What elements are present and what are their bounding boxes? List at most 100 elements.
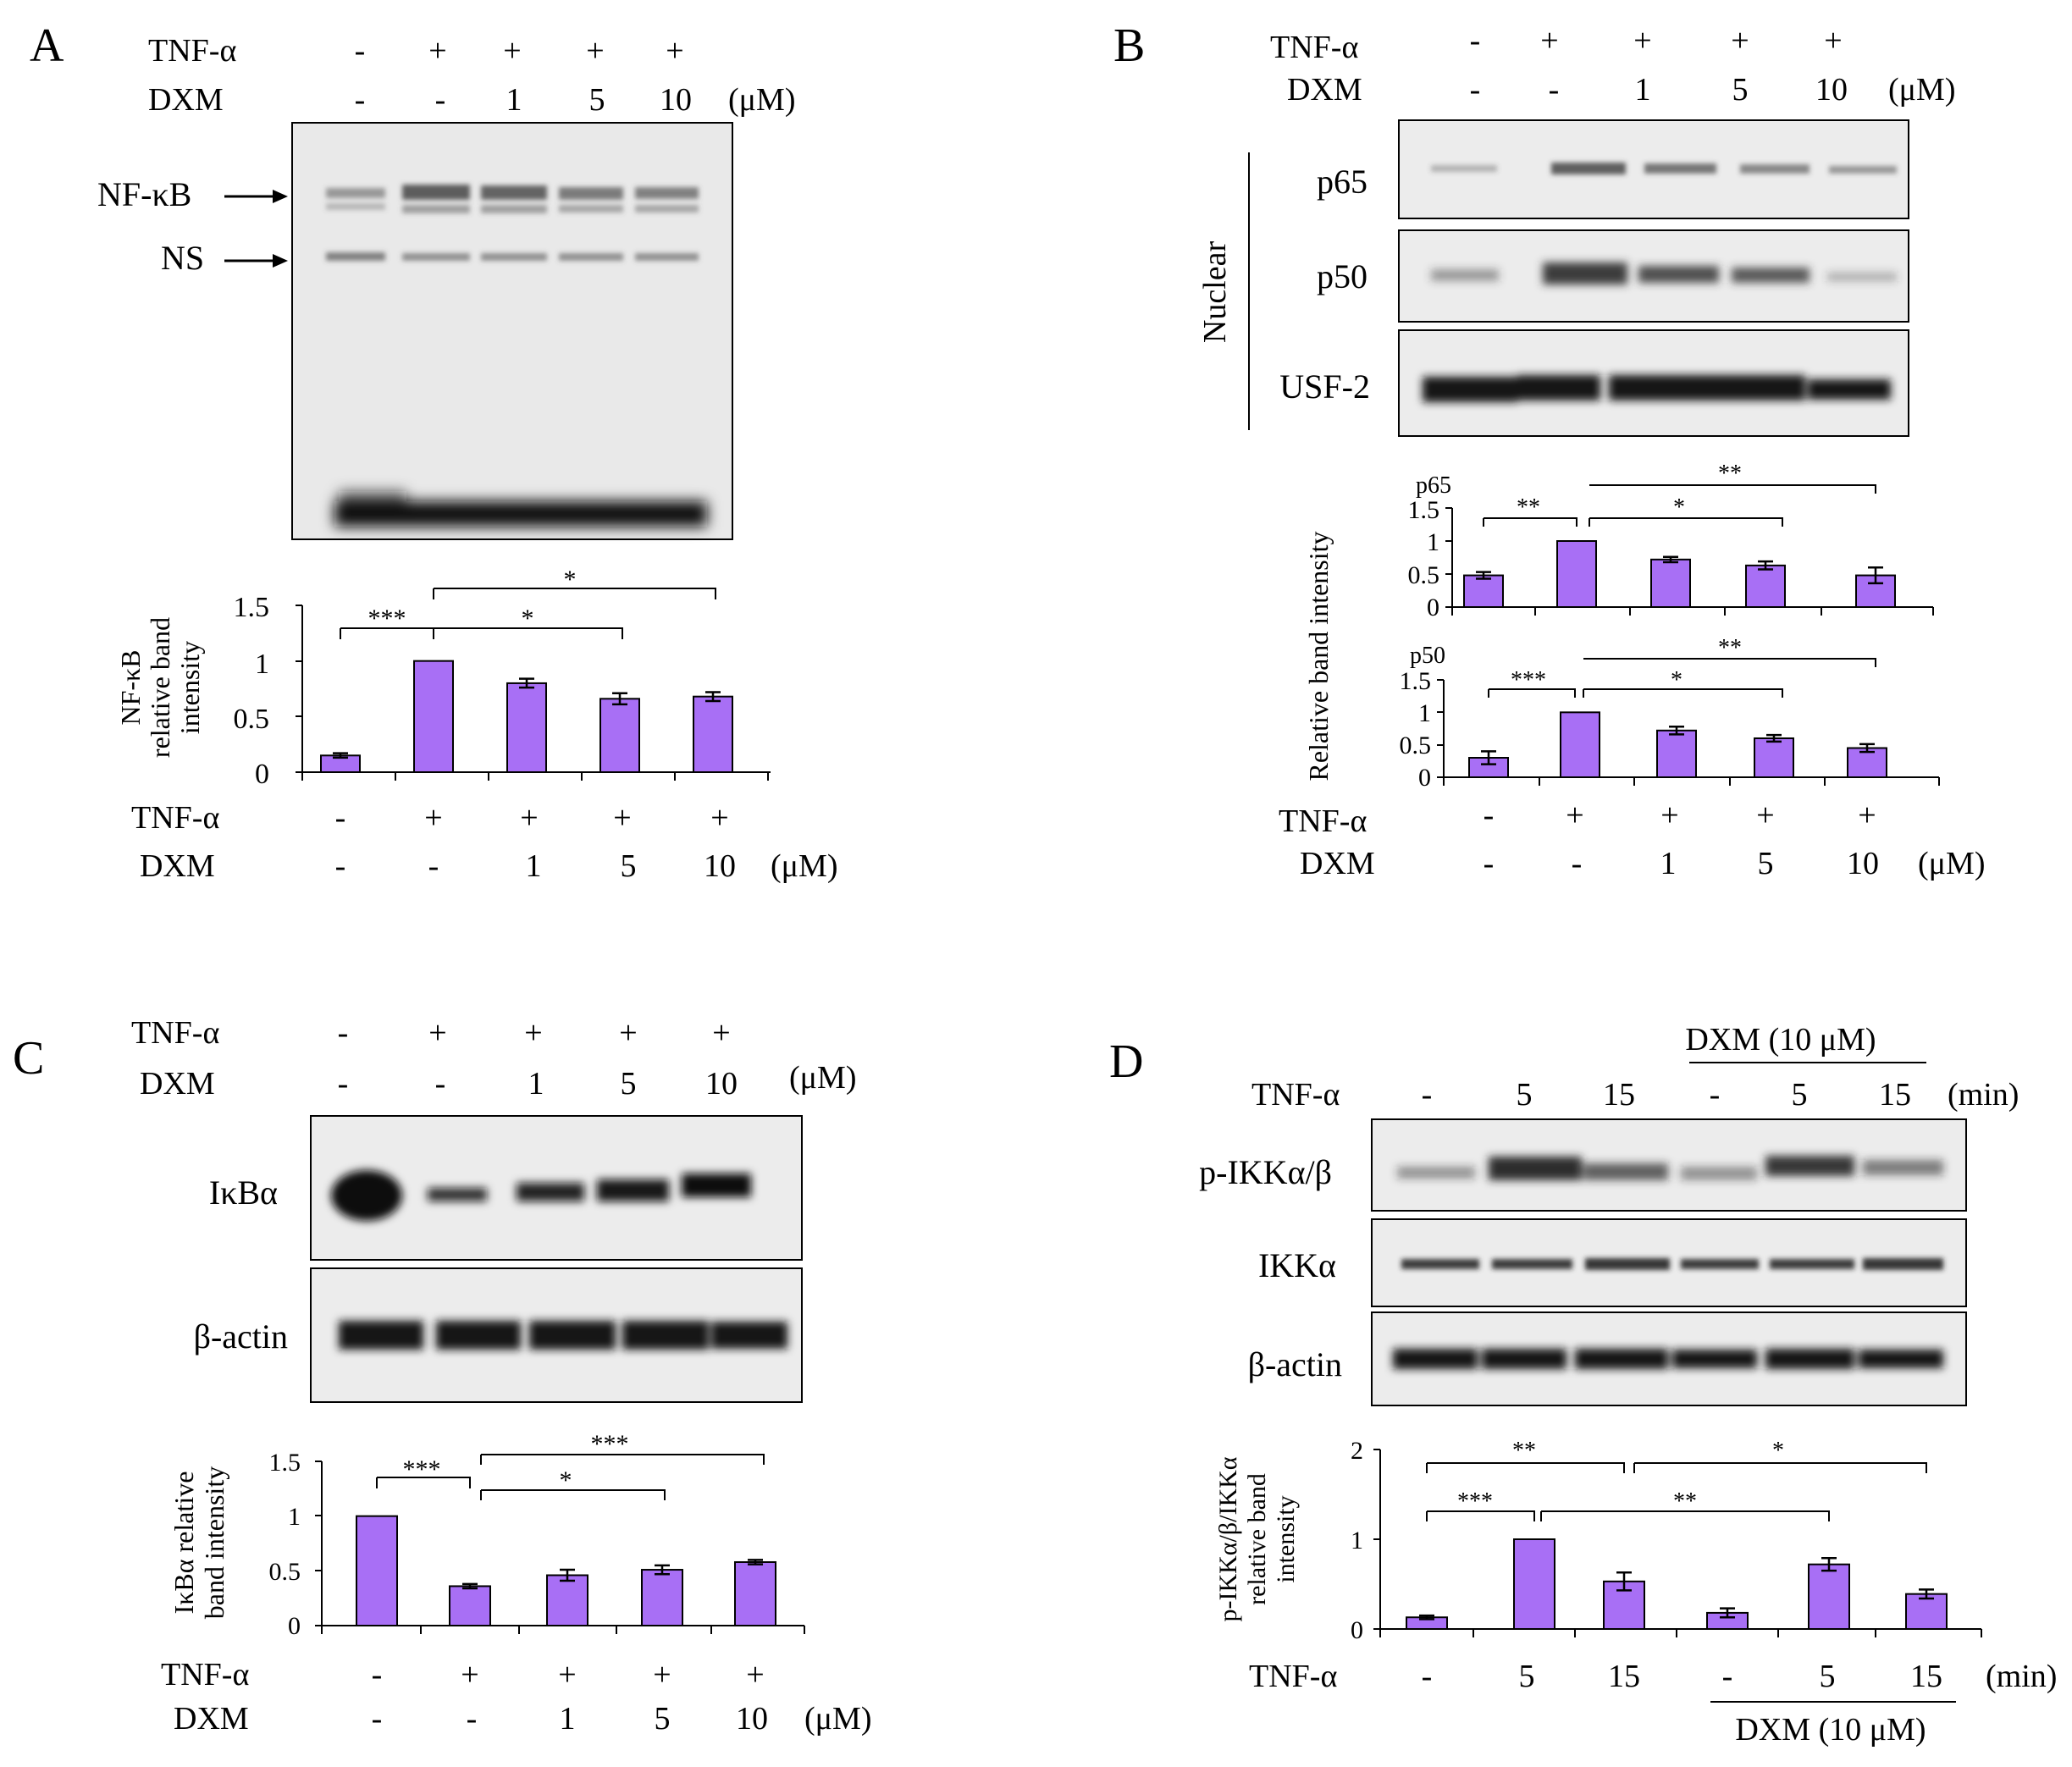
b-blot-p65 (1398, 119, 1909, 219)
d-ylabel-2: relative band (1243, 1473, 1271, 1605)
a-errorbar-4 (612, 692, 627, 706)
b65-bar-2 (1556, 540, 1597, 608)
b-header-row1-3: + (1633, 23, 1651, 58)
panel-b-letter: B (1113, 19, 1145, 72)
a-ytick-05: 0.5 (234, 704, 270, 735)
b-blot-p50 (1398, 229, 1909, 323)
b65-ytick-marks (1445, 507, 1452, 608)
b50-bar-3 (1656, 729, 1697, 778)
panel-a-letter: A (30, 19, 64, 72)
a-header-row2-3: 1 (506, 82, 522, 118)
a-xrow2-label: DXM (140, 848, 215, 884)
c-header-row1-4: + (619, 1015, 637, 1051)
d-ylabel-3: intensity (1272, 1495, 1300, 1582)
d-ylabel-1: p-IKKα/β/IKKα (1214, 1456, 1242, 1621)
b-xrow2-5: 10 (1847, 846, 1879, 881)
c-xrow2-label: DXM (174, 1701, 249, 1737)
a-bar-3 (506, 682, 547, 774)
b50-ytick-marks (1437, 679, 1444, 778)
c-header-row2-2: - (435, 1066, 446, 1102)
chart-a: 0 0.5 1 1.5 NF-κB relative band intensit… (115, 566, 837, 884)
b-blot-label-usf2: USF-2 (1279, 367, 1370, 406)
b-header-row2-5: 10 (1815, 72, 1848, 108)
a-header-unit: (μM) (728, 82, 795, 118)
d-blot-label-pikk: p-IKKα/β (1199, 1153, 1332, 1191)
b65-bar-3 (1650, 558, 1691, 609)
a-header-row1-5: + (666, 33, 683, 69)
b65-errorbar-5 (1868, 566, 1883, 585)
b-blot-label-p65: p65 (1317, 163, 1368, 201)
d-bar-5 (1808, 1563, 1850, 1631)
a-xrow1-1: - (335, 800, 346, 836)
a-errorbar-1 (333, 752, 348, 759)
d-header-row1-5: 5 (1792, 1077, 1808, 1113)
b50-sig-3: ** (1718, 635, 1742, 661)
b50-sig-brackets (1488, 658, 1876, 698)
b-blot-usf2 (1398, 329, 1909, 437)
b-header-row1-2: + (1540, 23, 1558, 58)
c-xrow1-2: + (461, 1657, 478, 1692)
b65-sig-1: ** (1517, 494, 1540, 521)
b50-errorbar-3 (1669, 725, 1684, 736)
b65-errorbar-3 (1663, 555, 1678, 564)
b-header-row2-1: - (1470, 72, 1481, 108)
a-xtick-marks (301, 772, 769, 781)
c-header-row1-3: + (524, 1015, 542, 1051)
c-errorbar-5 (748, 1559, 763, 1565)
c-xrow2-3: 1 (560, 1701, 576, 1737)
d-xtick-marks (1379, 1629, 1982, 1637)
a-header-row1-2: + (428, 33, 446, 69)
d-bars (1406, 1538, 1948, 1631)
a-errorbar-3 (519, 677, 534, 689)
c-sig-brackets (376, 1454, 765, 1500)
a-header-row2-4: 5 (589, 82, 605, 118)
a-xunit: (μM) (771, 848, 837, 884)
d-xunit: (min) (1986, 1659, 2057, 1694)
c-bar-1 (356, 1515, 398, 1626)
c-ytick-marks (315, 1461, 322, 1626)
c-header-row1-1: - (338, 1015, 349, 1051)
b50-sig-1: *** (1511, 667, 1546, 693)
b50-xtick-marks (1443, 777, 1940, 786)
d-sig-1: ** (1512, 1438, 1536, 1464)
a-header-row2-2: - (435, 82, 446, 118)
c-xrow1-4: + (653, 1657, 671, 1692)
a-header-row1-4: + (586, 33, 604, 69)
c-ytick-0: 0 (288, 1612, 301, 1640)
b-blot-label-p50: p50 (1317, 257, 1368, 295)
panel-b: B TNF-α - + + + + DXM - - 1 5 10 (μM) Nu… (1113, 19, 1985, 881)
c-xunit: (μM) (804, 1701, 871, 1737)
d-blot-label-actin: β-actin (1248, 1345, 1342, 1383)
d-sig-3: *** (1457, 1488, 1493, 1515)
d-ylabel: p-IKKα/β/IKKα relative band intensity (1214, 1456, 1300, 1621)
a-ytick-marks (296, 605, 302, 773)
b-xrow1-1: - (1484, 798, 1495, 833)
d-blot-actin (1371, 1311, 1967, 1406)
b-header-row1-4: + (1731, 23, 1749, 58)
b-xrow2-2: - (1572, 846, 1583, 881)
a-sig-brackets (340, 588, 716, 639)
d-errorbar-4 (1720, 1607, 1735, 1619)
b-xrow1-4: + (1756, 798, 1774, 833)
a-header-row1-3: + (503, 33, 521, 69)
d-errorbar-5 (1821, 1557, 1837, 1572)
a-header-row2-1: - (355, 82, 366, 118)
d-ytick-1: 1 (1351, 1527, 1363, 1554)
c-bar-4 (641, 1569, 683, 1627)
c-xrow2-1: - (372, 1701, 383, 1737)
a-ylabel-2: relative band (145, 617, 175, 758)
d-header-row1-label: TNF-α (1251, 1077, 1340, 1113)
c-ytick-05: 0.5 (269, 1558, 301, 1586)
a-bar-2 (413, 660, 454, 774)
b65-sig-2: * (1673, 494, 1685, 521)
chart-b: Relative band intensity p65 0 0.5 1 1.5 (1279, 461, 1985, 881)
a-sig-2: * (522, 605, 534, 632)
a-ylabel-3: intensity (174, 641, 205, 734)
a-ylabel-1: NF-κB (115, 649, 146, 725)
d-header-unit: (min) (1948, 1077, 2019, 1113)
b65-ytick-1: 1 (1427, 528, 1439, 556)
b-xrow2-label: DXM (1300, 846, 1375, 881)
a-header-row2-5: 10 (660, 82, 692, 118)
a-ytick-1: 1 (255, 649, 269, 680)
b65-bar-1 (1463, 574, 1504, 608)
